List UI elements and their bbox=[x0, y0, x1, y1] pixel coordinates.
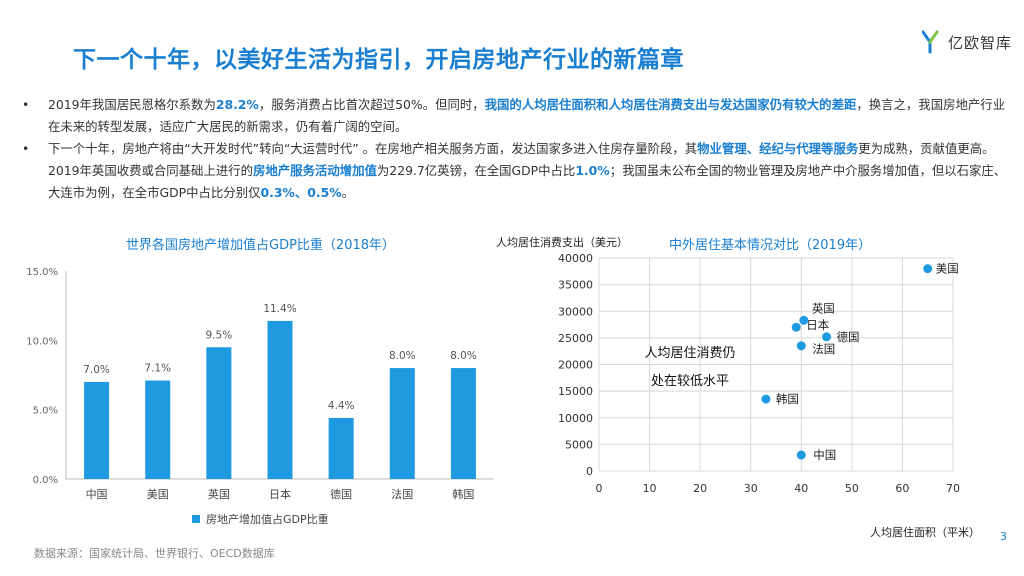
x-tick-label: 日本 bbox=[269, 487, 291, 501]
data-label: 9.5% bbox=[206, 329, 233, 341]
scatter-chart-title: 中外居住基本情况对比（2019年） bbox=[669, 238, 872, 253]
y-tick-label: 40000 bbox=[558, 252, 593, 265]
bullet-marker: • bbox=[22, 141, 30, 156]
x-tick-label: 美国 bbox=[147, 488, 169, 501]
x-tick-label: 60 bbox=[895, 482, 909, 495]
y-tick-label: 0 bbox=[586, 465, 593, 478]
logo-text: 亿欧智库 bbox=[948, 33, 1013, 52]
body-text: 为229.7亿英镑，在全国GDP中占比 bbox=[376, 163, 576, 178]
y-tick-label: 5000 bbox=[565, 438, 593, 451]
x-tick-label: 20 bbox=[693, 482, 707, 495]
highlight-text: 1.0% bbox=[575, 163, 610, 178]
x-tick-label: 50 bbox=[845, 482, 859, 495]
x-tick-label: 法国 bbox=[391, 487, 413, 501]
y-tick-label: 30000 bbox=[558, 305, 593, 318]
highlight-text: 28.2% bbox=[215, 97, 259, 112]
annotation-line: 人均居住消费仍 bbox=[644, 346, 735, 361]
point-label: 韩国 bbox=[776, 392, 799, 406]
data-label: 8.0% bbox=[450, 350, 477, 362]
bar bbox=[328, 417, 354, 479]
point-label: 中国 bbox=[813, 448, 836, 462]
bar-chart-title: 世界各国房地产增加值占GDP比重（2018年） bbox=[126, 238, 396, 253]
page-number: 3 bbox=[1000, 530, 1007, 543]
point-label: 美国 bbox=[936, 262, 959, 276]
bar bbox=[206, 347, 232, 479]
legend-label: 房地产增加值占GDP比重 bbox=[206, 512, 329, 526]
scatter-point bbox=[923, 264, 933, 274]
body-text: 2019年我国居民恩格尔系数为 bbox=[48, 97, 216, 112]
page-title: 下一个十年，以美好生活为指引，开启房地产行业的新篇章 bbox=[73, 47, 684, 73]
scatter-point bbox=[791, 322, 801, 332]
x-tick-label: 70 bbox=[946, 482, 960, 495]
bar bbox=[145, 380, 171, 479]
y-tick-label: 25000 bbox=[558, 332, 593, 345]
bar bbox=[389, 368, 415, 479]
logo: 亿欧智库 bbox=[922, 30, 1012, 54]
scatter-y-axis-label: 人均居住消费支出（美元） bbox=[496, 236, 628, 249]
bullet-list: • 2019年我国居民恩格尔系数为28.2%，服务消费占比首次超过50%。但同时，… bbox=[22, 94, 1007, 204]
x-tick-label: 0 bbox=[596, 482, 603, 495]
bullet-item: • 2019年我国居民恩格尔系数为28.2%，服务消费占比首次超过50%。但同时，… bbox=[22, 94, 1007, 138]
x-tick-label: 30 bbox=[744, 482, 758, 495]
x-tick-label: 中国 bbox=[86, 488, 108, 501]
scatter-point bbox=[796, 341, 806, 351]
scatter-point bbox=[799, 315, 809, 325]
bullet-item: • 下一个十年，房地产将由“大开发时代”转向“大运营时代” 。在房地产相关服务方面… bbox=[22, 138, 1007, 204]
highlight-text: 0.3%、0.5% bbox=[260, 185, 342, 200]
body-text: ，服务消费占比首次超过50%。但同时， bbox=[258, 97, 485, 112]
y-tick-label: 0.0% bbox=[33, 475, 58, 486]
scatter-chart: 0 10 20 30 40 50 60 70 0 5000 10000 15000 20000 25000… bbox=[558, 252, 960, 495]
y-tick-label: 10.0% bbox=[26, 336, 58, 347]
legend-swatch bbox=[192, 515, 200, 523]
bar bbox=[450, 368, 476, 479]
data-label: 11.4% bbox=[263, 303, 296, 315]
bar bbox=[84, 381, 110, 479]
point-label: 德国 bbox=[837, 330, 860, 344]
bar bbox=[267, 320, 293, 479]
highlight-text: 物业管理、经纪与代理等服务 bbox=[697, 141, 859, 156]
bullet-marker: • bbox=[22, 97, 30, 112]
data-label: 4.4% bbox=[328, 400, 355, 412]
logo-icon bbox=[922, 30, 939, 54]
point-label: 日本 bbox=[806, 318, 829, 332]
data-label: 8.0% bbox=[389, 350, 416, 362]
highlight-text: 我国的人均居住面积和人均居住消费支出与发达国家仍有较大的差距 bbox=[484, 97, 857, 112]
body-text: 。 bbox=[341, 185, 354, 200]
y-tick-label: 10000 bbox=[558, 412, 593, 425]
bar-chart: 0.0% 5.0% 10.0% 15.0% 7.0% 中国 7.1% 美国 9.5% 英国 11.4… bbox=[26, 267, 494, 526]
x-tick-label: 德国 bbox=[330, 487, 352, 501]
scatter-point bbox=[796, 450, 806, 460]
x-tick-label: 10 bbox=[643, 482, 657, 495]
point-label: 法国 bbox=[812, 342, 835, 356]
data-label: 7.1% bbox=[144, 363, 171, 375]
body-text: ，换言之，我国房地产行业在未来的转型发展，适应广大居民的新需求，仍有着广阔的空间… bbox=[48, 97, 1006, 134]
point-label: 英国 bbox=[812, 301, 835, 315]
data-source: 数据来源：国家统计局、世界银行、OECD数据库 bbox=[34, 547, 275, 560]
scatter-x-axis-label: 人均居住面积（平米） bbox=[870, 526, 980, 539]
body-text: 下一个十年，房地产将由“大开发时代”转向“大运营时代” 。在房地产相关服务方面，… bbox=[48, 141, 698, 156]
scatter-point bbox=[761, 394, 771, 404]
y-tick-label: 35000 bbox=[558, 279, 593, 292]
x-tick-label: 40 bbox=[794, 482, 808, 495]
body-text: ；我国虽未公布全国的物业管理及房地产中介服务增加值，但以石家庄、大连市为例，在全… bbox=[48, 163, 1007, 200]
y-tick-label: 15000 bbox=[558, 385, 593, 398]
scatter-point bbox=[822, 332, 832, 342]
y-tick-label: 15.0% bbox=[26, 267, 58, 278]
x-tick-label: 韩国 bbox=[452, 487, 474, 501]
annotation-line: 处在较低水平 bbox=[651, 374, 729, 389]
y-tick-label: 5.0% bbox=[33, 406, 58, 417]
data-label: 7.0% bbox=[83, 364, 110, 376]
x-tick-label: 英国 bbox=[208, 487, 230, 501]
y-tick-label: 20000 bbox=[558, 359, 593, 372]
highlight-text: 房地产服务活动增加值 bbox=[253, 163, 377, 178]
body-text: 更为成熟，贡献值更高。2019年英国收费或合同基础上进行的 bbox=[48, 141, 995, 178]
